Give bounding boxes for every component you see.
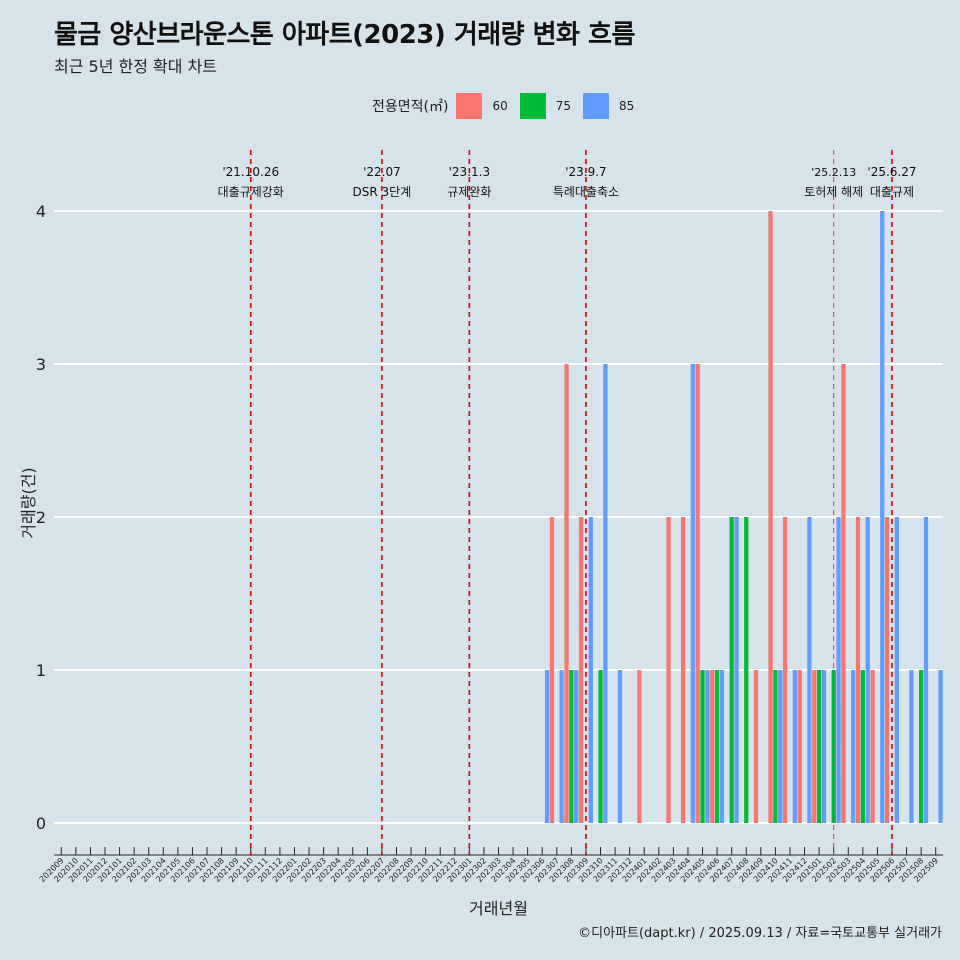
- legend-title: 전용면적(㎡): [372, 99, 449, 115]
- bar-75-202508: [919, 670, 924, 823]
- event-date-202506: '25.6.27: [867, 165, 916, 179]
- event-date-202207: '22.07: [363, 165, 401, 179]
- chart-subtitle: 최근 5년 한정 확대 차트: [54, 57, 218, 76]
- bar-85-202310: [603, 364, 608, 823]
- event-label-202301: 규제완화: [447, 185, 491, 199]
- bar-60-202501: [812, 670, 817, 823]
- y-tick-label-4: 4: [36, 202, 46, 221]
- legend-label-60: 60: [492, 99, 508, 113]
- bar-85-202412: [807, 517, 812, 823]
- bar-75-202407: [729, 517, 734, 823]
- legend-swatch-75: [519, 93, 546, 119]
- y-tick-label-0: 0: [36, 814, 46, 833]
- bar-85-202306: [544, 670, 550, 823]
- event-label-202207: DSR 3단계: [353, 185, 412, 199]
- x-axis-title: 거래년월: [469, 899, 528, 918]
- bar-60-202503: [841, 364, 846, 823]
- bar-85-202506: [894, 517, 899, 823]
- bar-85-202411: [792, 670, 797, 823]
- bar-60-202401: [637, 670, 642, 823]
- event-date-202301: '23.1.3: [449, 165, 490, 179]
- bar-60-202403: [666, 517, 671, 823]
- bar-60-202411: [782, 517, 788, 823]
- bar-60-202405: [695, 364, 700, 823]
- bar-85-202311: [617, 670, 623, 823]
- legend-label-75: 75: [555, 99, 572, 113]
- bar-85-202507: [909, 670, 914, 823]
- bar-75-202408: [744, 517, 749, 823]
- bar-85-202505: [880, 211, 885, 823]
- source-caption: ©디아파트(dapt.kr) / 2025.09.13 / 자료=국토교통부 실…: [578, 926, 942, 941]
- bar-75-202501: [816, 670, 822, 823]
- y-axis-title: 거래량(건): [19, 467, 38, 538]
- bar-85-202504: [865, 517, 870, 823]
- bar-75-202310: [598, 670, 603, 823]
- y-tick-label-1: 1: [36, 661, 46, 680]
- legend-label-85: 85: [619, 99, 635, 113]
- legend: 전용면적(㎡) 60 75 85: [372, 92, 646, 120]
- bar-60-202404: [680, 517, 686, 823]
- bar-75-202405: [700, 670, 705, 823]
- y-tick-label-2: 2: [36, 508, 46, 527]
- event-label-202506: 대출규제: [870, 185, 914, 199]
- bar-60-202412: [797, 670, 802, 823]
- bar-60-202409: [753, 670, 759, 823]
- bar-85-202410: [778, 670, 783, 823]
- legend-swatch-85: [583, 93, 610, 119]
- legend-item-75: 75: [519, 93, 577, 119]
- bar-60-202308: [564, 364, 569, 823]
- bar-75-202504: [860, 670, 865, 823]
- bar-85-202406: [719, 670, 725, 823]
- event-label-202502: 토허제 해제: [804, 185, 863, 199]
- bar-85-202405: [705, 670, 710, 823]
- legend-item-85: 85: [583, 93, 640, 119]
- bar-75-202406: [714, 670, 720, 823]
- bar-85-202502: [836, 517, 841, 823]
- bar-85-202407: [734, 517, 739, 823]
- bar-75-202308: [569, 670, 574, 823]
- legend-swatch-60: [456, 93, 483, 119]
- bar-60-202406: [710, 670, 715, 823]
- bar-75-202410: [773, 670, 778, 823]
- bar-60-202307: [549, 517, 555, 823]
- bar-60-202505: [870, 670, 875, 823]
- event-date-202502: '25.2.13: [811, 166, 856, 179]
- event-label-202110: 대출규제강화: [218, 185, 284, 199]
- chart-title: 물금 양산브라운스톤 아파트(2023) 거래량 변화 흐름: [54, 20, 635, 50]
- bar-85-202509: [938, 670, 943, 823]
- bar-85-202309: [588, 517, 593, 823]
- bar-85-202404: [690, 364, 695, 823]
- bar-60-202410: [768, 211, 773, 823]
- event-date-202309: '23.9.7: [565, 165, 606, 179]
- bar-85-202501: [821, 670, 827, 823]
- event-label-202309: 특례대출축소: [553, 185, 619, 199]
- legend-item-60: 60: [456, 93, 513, 119]
- bar-60-202506: [885, 517, 890, 823]
- y-tick-label-3: 3: [36, 355, 46, 374]
- bar-60-202504: [855, 517, 861, 823]
- event-date-202110: '21.10.26: [222, 165, 279, 179]
- bar-60-202309: [578, 517, 584, 823]
- bar-85-202508: [923, 517, 929, 823]
- bar-85-202503: [850, 670, 856, 823]
- bar-85-202308: [574, 670, 579, 823]
- bar-85-202307: [559, 670, 564, 823]
